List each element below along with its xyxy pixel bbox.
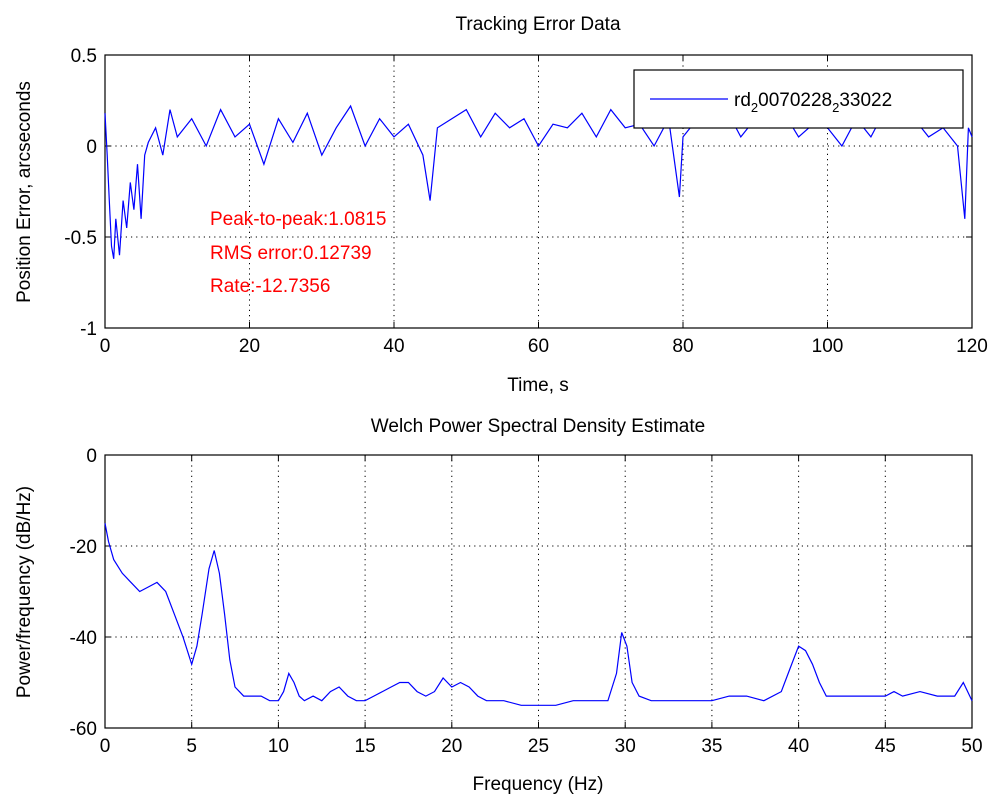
plot-area (104, 454, 973, 729)
x-tick-label: 120 (956, 336, 988, 357)
x-tick-label: 40 (788, 736, 809, 757)
legend-label: rd20070228233022 (734, 90, 892, 115)
y-tick-label: -0.5 (64, 228, 97, 249)
x-tick-label: 35 (701, 736, 722, 757)
x-tick-label: 45 (875, 736, 896, 757)
psd-panel: Welch Power Spectral Density Estimate 0 5… (14, 416, 983, 795)
y-tick-label: -1 (80, 319, 97, 340)
x-tick-label: 100 (812, 336, 844, 357)
y-axis-label: Position Error, arcseconds (14, 81, 35, 303)
x-tick-label: 60 (528, 336, 549, 357)
chart-title: Welch Power Spectral Density Estimate (371, 416, 705, 437)
y-tick-label: 0 (86, 137, 97, 158)
legend[interactable]: rd20070228233022 (633, 69, 964, 129)
x-axis-label: Time, s (507, 375, 569, 396)
x-tick-label: 20 (239, 336, 260, 357)
y-tick-label: -20 (70, 537, 97, 558)
y-axis-label: Power/frequency (dB/Hz) (14, 486, 35, 698)
x-tick-label: 5 (186, 736, 197, 757)
ticks: 0 5 10 15 20 25 30 35 40 45 50 -60 -40 -20 0 (70, 446, 983, 757)
x-tick-label: 0 (100, 336, 111, 357)
x-tick-label: 15 (355, 736, 376, 757)
x-axis-label: Frequency (Hz) (473, 774, 604, 795)
x-tick-label: 80 (672, 336, 693, 357)
x-tick-label: 25 (528, 736, 549, 757)
series-line (104, 523, 973, 706)
annotation-rate: Rate:-12.7356 (210, 276, 330, 297)
y-tick-label: 0.5 (71, 46, 97, 67)
x-tick-label: 40 (383, 336, 404, 357)
annotation-peak-to-peak: Peak-to-peak:1.0815 (210, 209, 386, 230)
legend-label-suffix: 33022 (839, 90, 892, 111)
y-tick-label: -40 (70, 628, 97, 649)
ticks: 0 20 40 60 80 100 120 -1 -0.5 0 0.5 (64, 46, 988, 357)
x-tick-label: 10 (268, 736, 289, 757)
y-tick-label: 0 (86, 446, 97, 467)
chart-title: Tracking Error Data (455, 14, 620, 35)
legend-label-sub1: 2 (751, 100, 758, 115)
legend-label-sub2: 2 (832, 100, 839, 115)
y-tick-label: -60 (70, 719, 97, 740)
tracking-error-panel: Tracking Error Data 0 20 40 60 80 100 120-1-0.… (14, 14, 988, 396)
x-tick-label: 50 (961, 736, 982, 757)
x-tick-label: 20 (441, 736, 462, 757)
x-tick-label: 0 (100, 736, 111, 757)
series (104, 523, 973, 706)
x-tick-label: 30 (615, 736, 636, 757)
legend-label-prefix: rd (734, 90, 751, 111)
annotation-rms-error: RMS error:0.12739 (210, 243, 372, 264)
legend-label-middle: 0070228 (758, 90, 832, 111)
